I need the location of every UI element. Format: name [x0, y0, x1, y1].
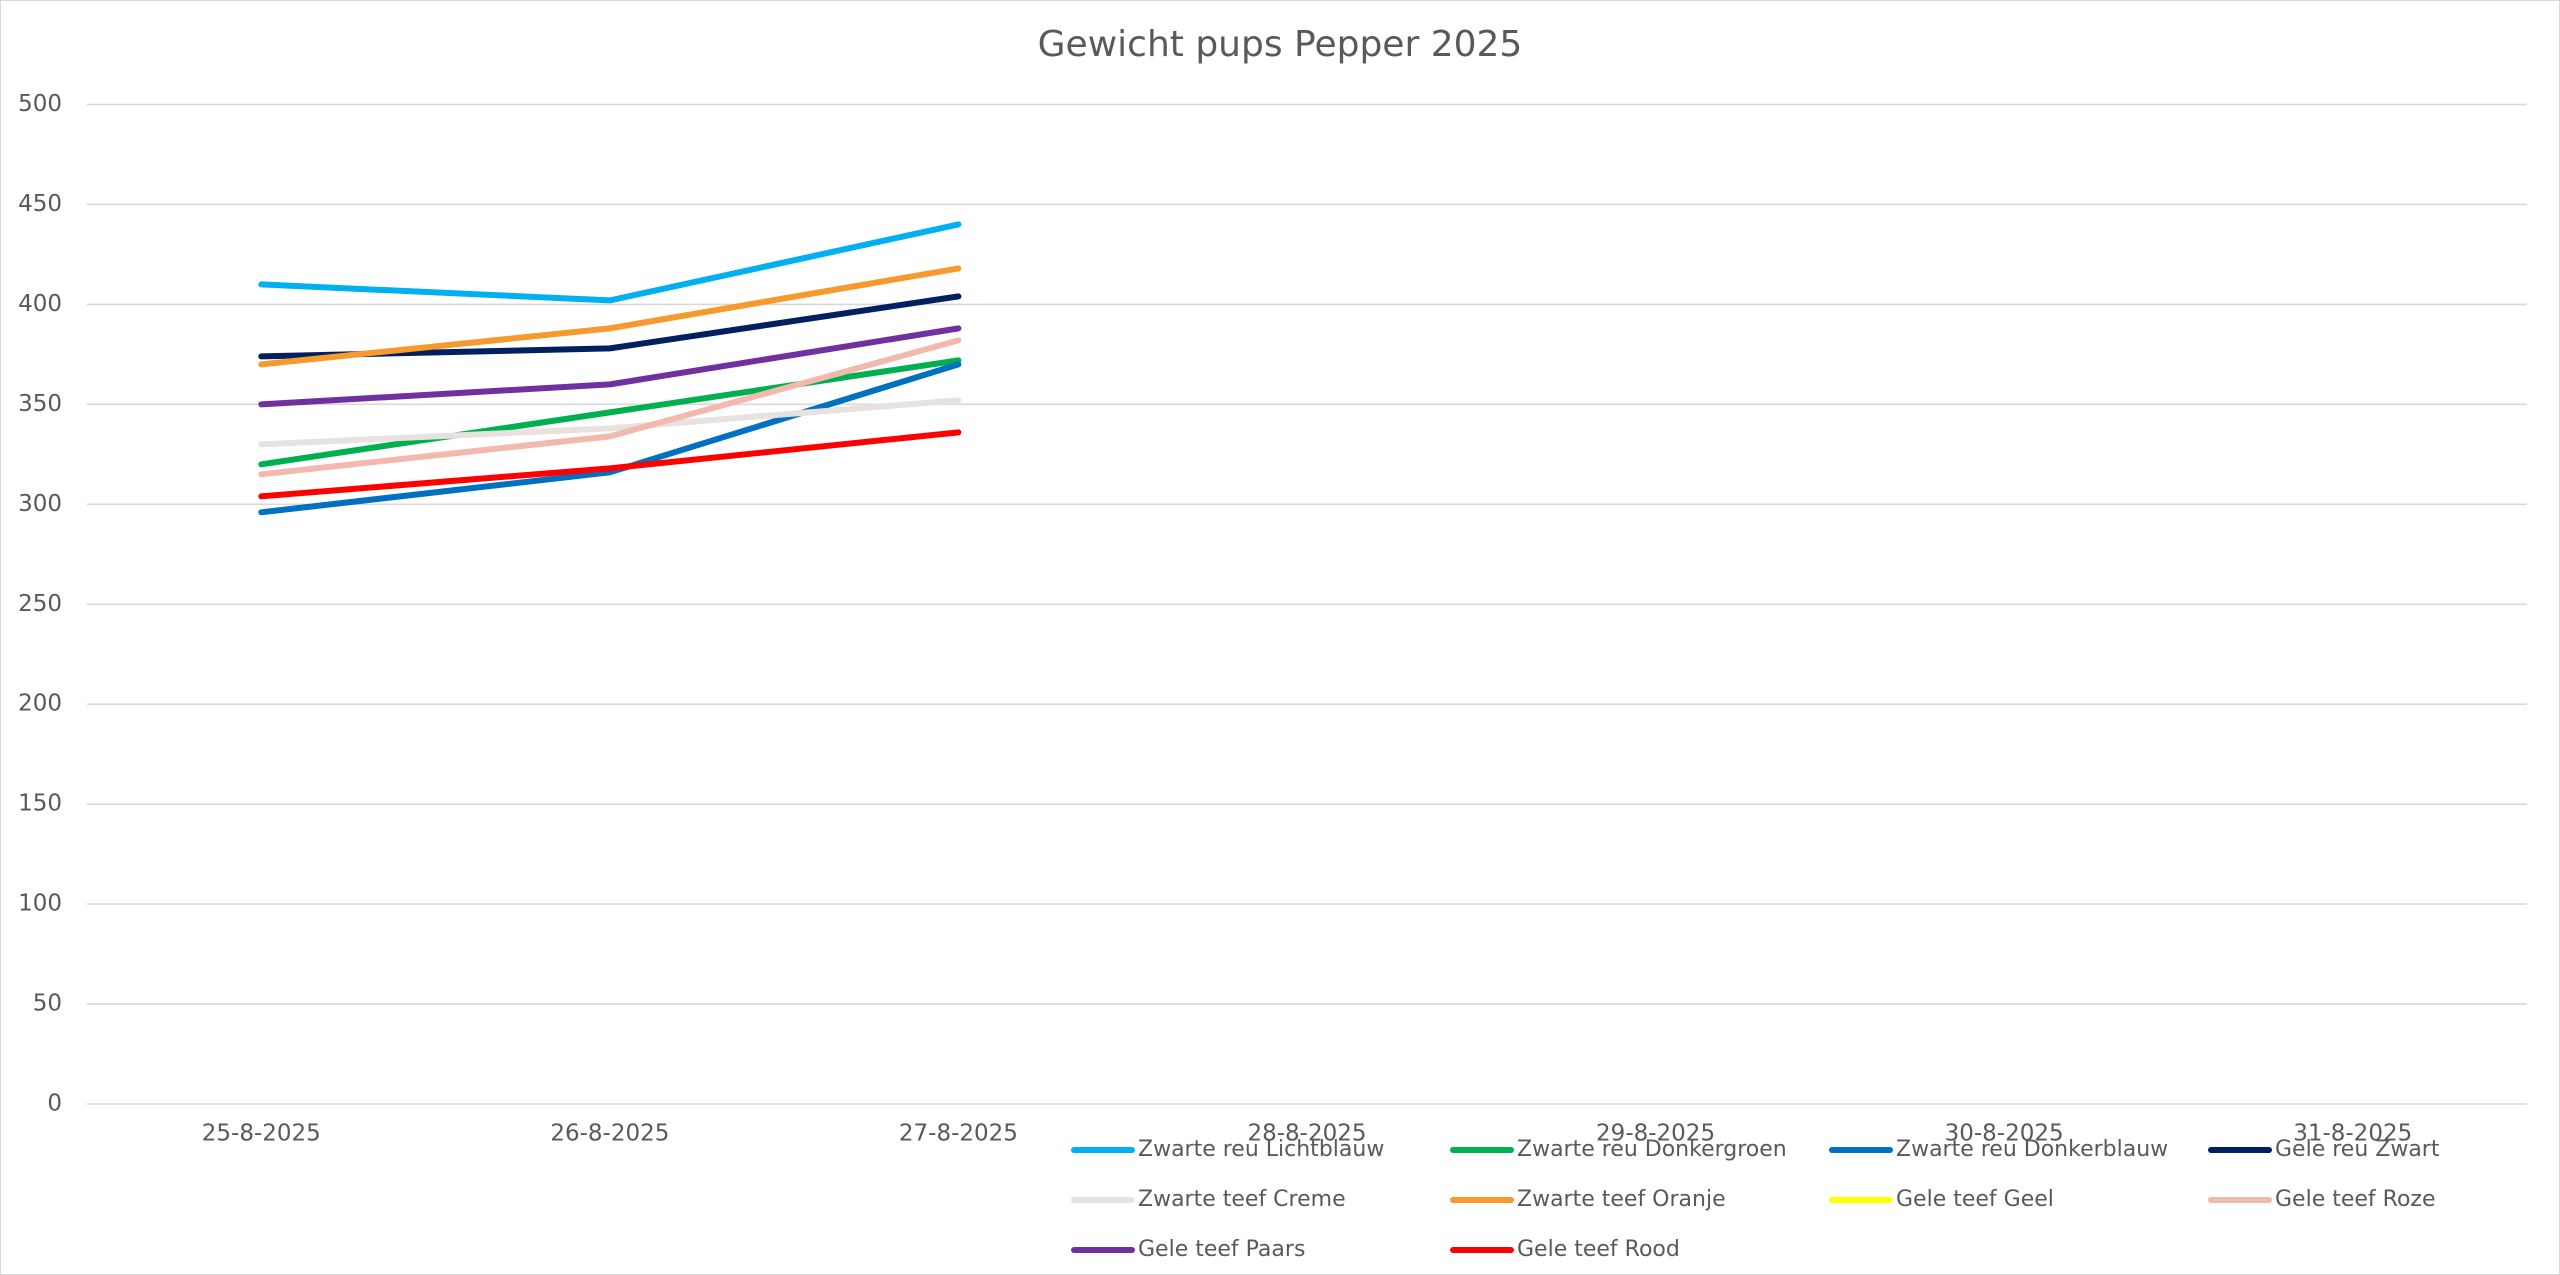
x-tick-label: 26-8-2025 [550, 1121, 669, 1147]
legend-label: Gele reu Zwart [2275, 1137, 2440, 1162]
y-tick-label: 400 [18, 291, 62, 317]
y-tick-label: 250 [18, 591, 62, 617]
legend-label: Zwarte reu Lichtblauw [1138, 1137, 1384, 1162]
x-tick-label: 29-8-2025 [1596, 1121, 1715, 1147]
legend-label: Zwarte teef Creme [1138, 1187, 1346, 1212]
y-tick-label: 100 [18, 891, 62, 917]
series-line [258, 429, 962, 500]
y-tick-label: 50 [33, 991, 62, 1017]
x-tick-label: 25-8-2025 [202, 1121, 321, 1147]
series-line [258, 265, 962, 368]
y-tick-label: 200 [18, 691, 62, 717]
x-tick-label: 30-8-2025 [1945, 1121, 2064, 1147]
y-tick-label: 300 [18, 491, 62, 517]
legend: Zwarte reu Lichtblauw Zwarte reu Donkergr… [1071, 1137, 2440, 1262]
legend-label: Gele teef Paars [1138, 1237, 1305, 1262]
chart-title: Gewicht pups Pepper 2025 [1038, 24, 1523, 65]
y-tick-label: 0 [47, 1091, 62, 1117]
y-tick-label: 150 [18, 791, 62, 817]
x-tick-label: 28-8-2025 [1247, 1121, 1366, 1147]
series-line [258, 325, 962, 408]
y-tick-label: 450 [18, 191, 62, 217]
x-tick-label: 31-8-2025 [2293, 1121, 2412, 1147]
series-line [258, 221, 962, 304]
legend-label: Zwarte reu Donkerblauw [1896, 1137, 2168, 1162]
series-line [258, 357, 962, 468]
y-tick-label: 350 [18, 391, 62, 417]
grid: 0 50 100 150 200 250 300 350 400 450 500 25-8-2025 2… [18, 91, 2527, 1147]
legend-label: Gele teef Roze [2275, 1187, 2436, 1212]
legend-label: Zwarte teef Oranje [1517, 1187, 1726, 1212]
legend-label: Zwarte reu Donkergroen [1517, 1137, 1787, 1162]
x-tick-label: 27-8-2025 [899, 1121, 1018, 1147]
y-tick-label: 500 [18, 91, 62, 117]
legend-label: Gele teef Rood [1517, 1237, 1680, 1262]
legend-label: Gele teef Geel [1896, 1187, 2054, 1212]
series-line [258, 337, 962, 478]
series-line [258, 397, 962, 448]
plot-lines [258, 221, 962, 516]
series-line [258, 361, 962, 516]
